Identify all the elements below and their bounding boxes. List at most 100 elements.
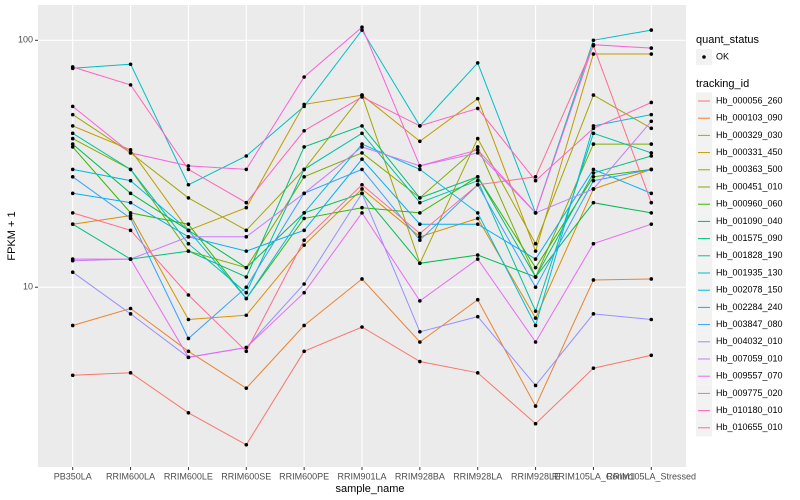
- data-point: [475, 178, 480, 183]
- data-point: [649, 353, 654, 358]
- data-point: [302, 191, 306, 196]
- legend-label: Hb_000451_010: [716, 181, 783, 191]
- data-point: [418, 222, 422, 226]
- data-point: [475, 96, 480, 101]
- data-point: [649, 211, 654, 215]
- data-point: [475, 314, 480, 319]
- data-point: [533, 309, 538, 313]
- data-point: [649, 200, 654, 205]
- data-point: [418, 139, 422, 144]
- data-point: [186, 336, 191, 341]
- data-point: [649, 52, 654, 56]
- data-point: [475, 106, 480, 111]
- data-point: [533, 340, 538, 344]
- data-point: [70, 112, 75, 117]
- data-point: [649, 126, 654, 131]
- x-axis-title: sample_name: [335, 483, 404, 495]
- x-tick-label: RRIM105LA_Stressed: [607, 471, 697, 481]
- legend-label: Hb_000103_090: [716, 113, 783, 123]
- legend-label: Hb_000960_060: [716, 199, 783, 209]
- data-point: [244, 167, 249, 172]
- data-point: [533, 383, 538, 388]
- data-point: [302, 104, 306, 109]
- data-point: [70, 136, 75, 141]
- x-tick-label: PB350LA: [54, 471, 92, 481]
- legend-label: Hb_003847_080: [716, 319, 783, 329]
- legend-label: Hb_001090_040: [716, 216, 783, 226]
- data-point: [591, 312, 596, 316]
- data-point: [533, 323, 538, 328]
- legend-label: Hb_000363_500: [716, 164, 783, 174]
- legend-title: tracking_id: [696, 78, 749, 90]
- data-point: [302, 290, 306, 295]
- data-point: [475, 175, 480, 179]
- data-point: [418, 196, 422, 200]
- data-point: [244, 349, 249, 354]
- data-point: [360, 182, 364, 187]
- data-point: [186, 222, 191, 226]
- data-point: [244, 228, 249, 233]
- data-point: [475, 216, 480, 221]
- data-point: [186, 293, 191, 297]
- data-point: [244, 235, 249, 239]
- legend-label: Hb_000056_260: [716, 95, 783, 105]
- data-point: [128, 306, 133, 311]
- data-point: [533, 241, 538, 246]
- data-point: [244, 290, 249, 295]
- data-point: [186, 182, 191, 187]
- data-point: [360, 167, 364, 172]
- data-point: [128, 216, 133, 221]
- data-point: [360, 205, 364, 210]
- data-point: [70, 257, 75, 261]
- data-point: [360, 25, 364, 30]
- x-tick-label: RRIM928LE: [511, 471, 560, 481]
- data-point: [244, 313, 249, 318]
- data-point: [244, 205, 249, 210]
- data-point: [591, 366, 596, 370]
- data-point: [244, 265, 249, 270]
- data-point: [649, 222, 654, 226]
- data-point: [70, 270, 75, 275]
- data-point: [418, 261, 422, 266]
- data-point: [70, 142, 75, 146]
- data-point: [360, 325, 364, 329]
- data-point: [70, 167, 75, 172]
- data-point: [360, 28, 364, 32]
- data-point: [128, 213, 133, 218]
- legend-symbol: [702, 55, 706, 59]
- data-point: [533, 175, 538, 179]
- data-point: [186, 241, 191, 246]
- data-point: [302, 216, 306, 221]
- data-point: [128, 191, 133, 196]
- data-point: [418, 299, 422, 303]
- data-point: [649, 151, 654, 155]
- data-point: [475, 222, 480, 226]
- data-point: [591, 178, 596, 183]
- data-point: [70, 104, 75, 109]
- data-point: [591, 200, 596, 205]
- data-point: [649, 119, 654, 124]
- data-point: [186, 355, 191, 360]
- data-point: [186, 410, 191, 415]
- data-point: [360, 191, 364, 196]
- data-point: [128, 151, 133, 155]
- data-point: [70, 191, 75, 196]
- data-point: [533, 211, 538, 215]
- data-point: [244, 345, 249, 350]
- data-point: [244, 200, 249, 205]
- data-point: [533, 275, 538, 279]
- data-point: [649, 28, 654, 32]
- data-point: [649, 277, 654, 281]
- data-point: [533, 257, 538, 261]
- data-point: [70, 373, 75, 378]
- data-point: [533, 404, 538, 408]
- data-point: [475, 61, 480, 65]
- data-point: [475, 371, 480, 375]
- data-point: [70, 145, 75, 149]
- data-point: [128, 371, 133, 375]
- data-point: [418, 167, 422, 172]
- x-tick-label: RRIM600LA: [106, 471, 155, 481]
- data-point: [360, 211, 364, 215]
- data-point: [649, 154, 654, 158]
- data-point: [70, 211, 75, 215]
